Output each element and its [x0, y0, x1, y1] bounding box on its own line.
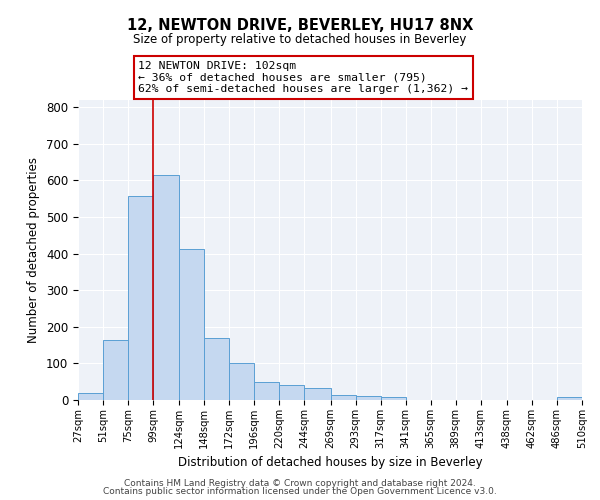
Text: 12, NEWTON DRIVE, BEVERLEY, HU17 8NX: 12, NEWTON DRIVE, BEVERLEY, HU17 8NX: [127, 18, 473, 32]
Bar: [356, 396, 380, 400]
Bar: [103, 340, 128, 400]
Bar: [78, 394, 103, 400]
Bar: [280, 386, 304, 400]
Bar: [229, 362, 254, 400]
X-axis label: Distribution of detached houses by size in Beverley: Distribution of detached houses by size …: [178, 456, 482, 469]
Y-axis label: Number of detached properties: Number of detached properties: [28, 157, 40, 343]
Text: Contains public sector information licensed under the Open Government Licence v3: Contains public sector information licen…: [103, 487, 497, 496]
Bar: [331, 395, 356, 400]
Bar: [153, 175, 179, 400]
Text: Contains HM Land Registry data © Crown copyright and database right 2024.: Contains HM Land Registry data © Crown c…: [124, 478, 476, 488]
Bar: [128, 196, 153, 400]
Text: 12 NEWTON DRIVE: 102sqm
← 36% of detached houses are smaller (795)
62% of semi-d: 12 NEWTON DRIVE: 102sqm ← 36% of detache…: [139, 61, 469, 94]
Text: Size of property relative to detached houses in Beverley: Size of property relative to detached ho…: [133, 32, 467, 46]
Bar: [557, 397, 582, 400]
Bar: [304, 388, 331, 400]
Bar: [179, 249, 204, 400]
Bar: [380, 398, 406, 400]
Bar: [254, 382, 280, 400]
Bar: [204, 338, 229, 400]
